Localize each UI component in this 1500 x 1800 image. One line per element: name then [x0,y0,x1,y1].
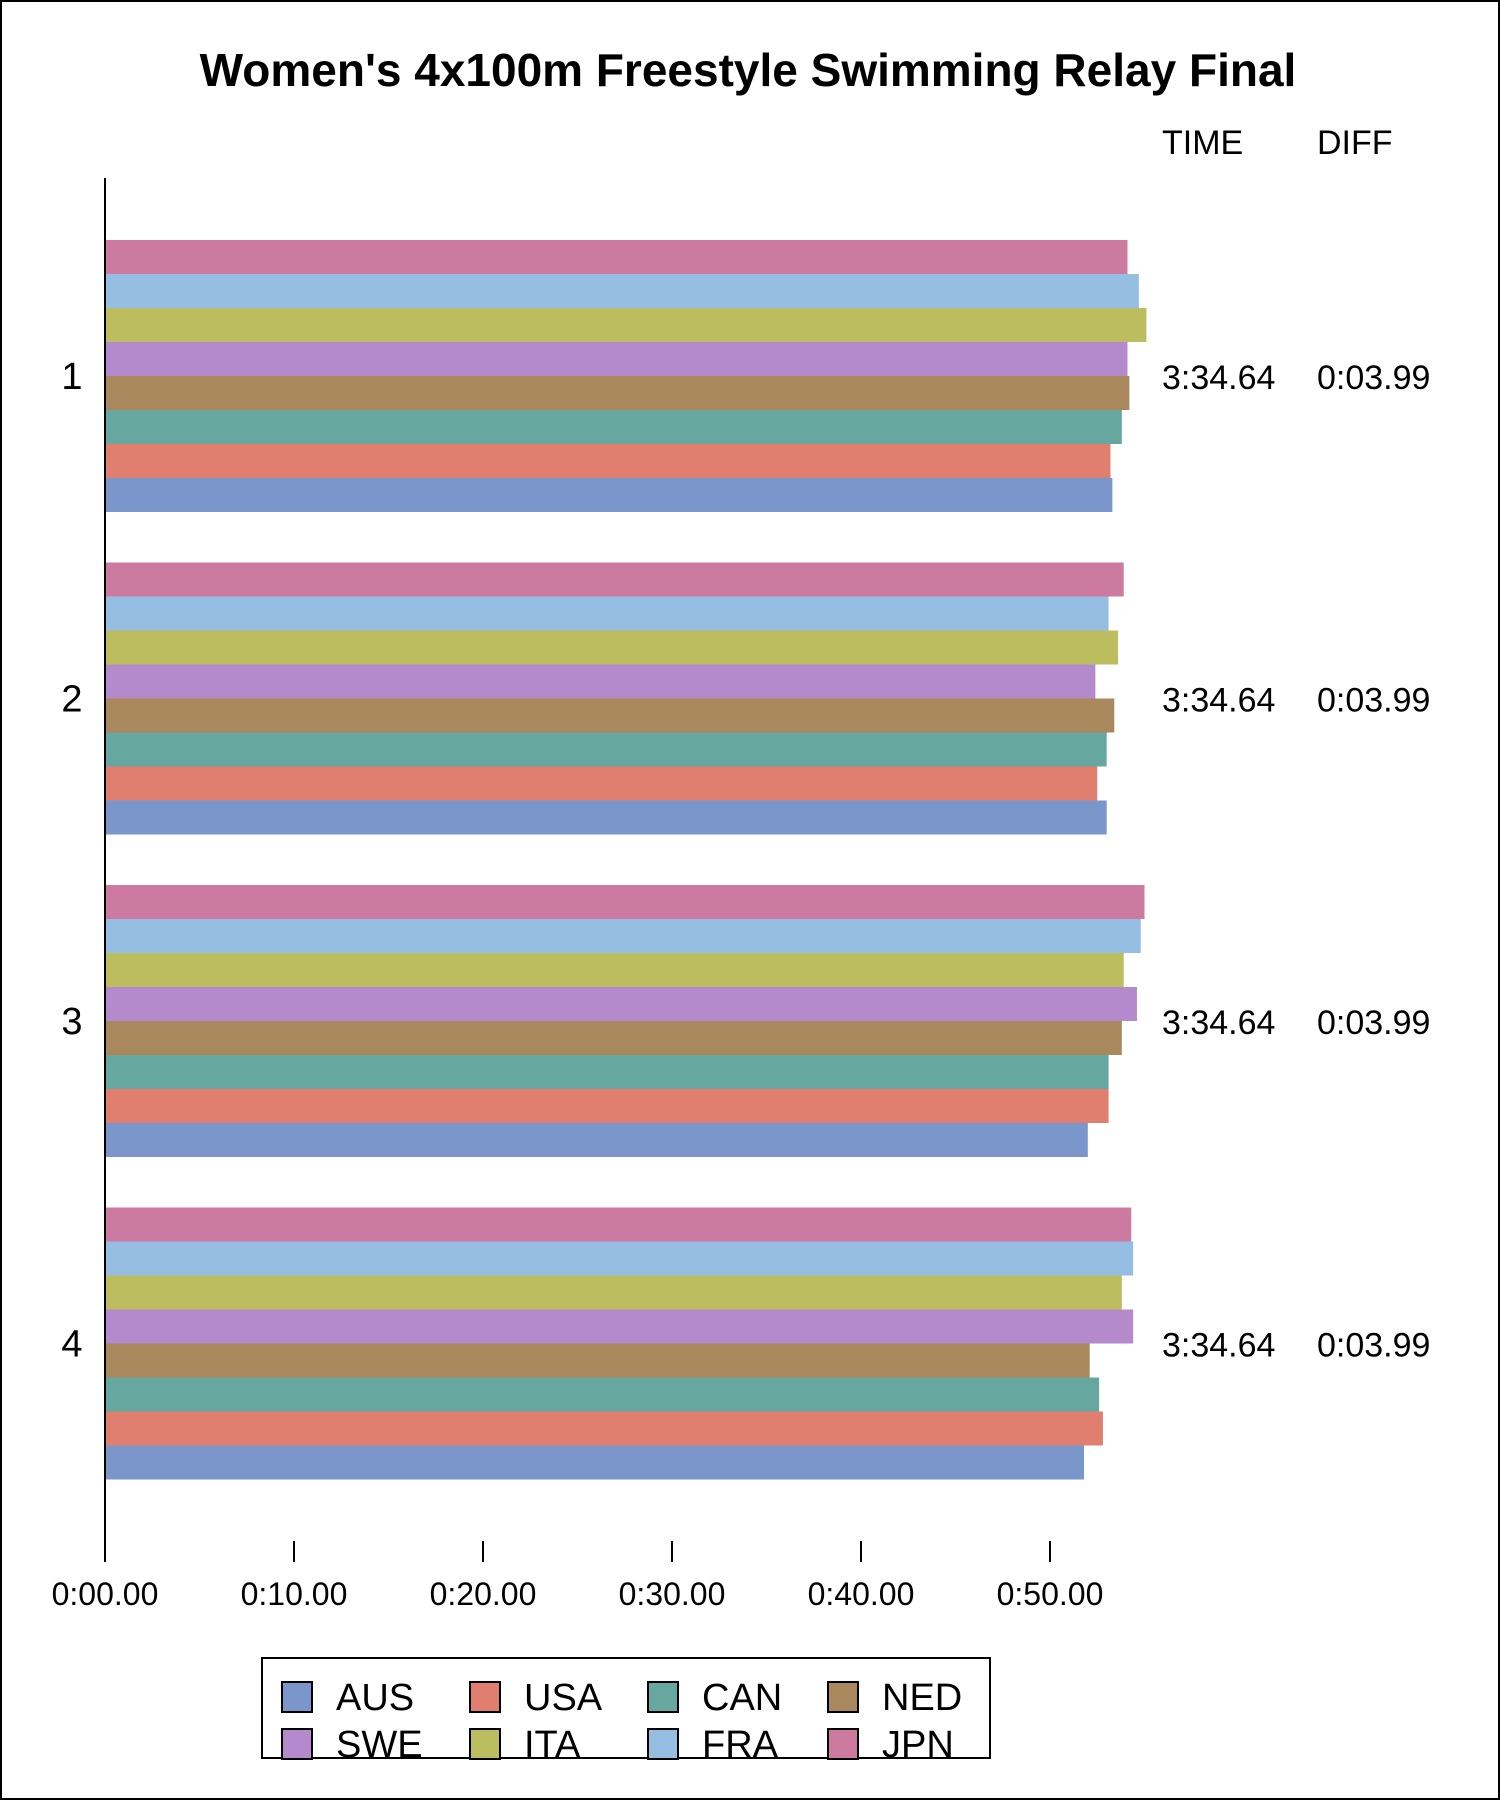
time-value-3: 3:34.64 [1162,1004,1275,1042]
bar-ita-4 [105,1275,1122,1310]
bar-jpn-1 [105,240,1128,274]
bar-usa-3 [105,1089,1109,1123]
bar-ned-4 [105,1343,1090,1378]
x-tick-label: 0:40.00 [808,1576,915,1612]
legend-label-fra: FRA [702,1724,779,1766]
legend-swatch-ned [827,1681,859,1713]
legend-swatch-aus [281,1681,313,1713]
diff-value-2: 0:03.99 [1317,682,1430,720]
legend-label-ita: ITA [524,1724,581,1766]
bar-aus-2 [105,800,1107,835]
bars-layer: 1 2 3 4 [61,240,1147,1480]
bar-aus-4 [105,1445,1085,1480]
legend-label-usa: USA [524,1677,603,1719]
y-tick-label-3: 3 [61,1001,82,1043]
x-tick-label: 0:20.00 [430,1576,537,1612]
bar-fra-2 [105,596,1109,631]
bar-fra-4 [105,1241,1134,1276]
bar-aus-3 [105,1123,1088,1157]
diff-column-header: DIFF [1317,124,1393,162]
bar-ita-1 [105,308,1147,342]
bar-swe-2 [105,664,1096,699]
bar-usa-4 [105,1411,1103,1446]
bar-ned-1 [105,376,1130,410]
legend-label-ned: NED [882,1677,962,1719]
results-table: 3:34.64 0:03.99 3:34.64 0:03.99 3:34.64 0:03.… [1162,359,1430,1365]
x-tick-label: 0:30.00 [619,1576,726,1612]
legend-label-can: CAN [702,1677,782,1719]
bar-ita-2 [105,630,1119,665]
bar-fra-3 [105,919,1141,953]
x-tick-label: 0:10.00 [241,1576,348,1612]
legend-swatch-jpn [827,1728,859,1760]
bar-ned-3 [105,1021,1122,1055]
bar-jpn-4 [105,1207,1132,1242]
y-tick-label-2: 2 [61,679,82,721]
bar-can-1 [105,410,1122,444]
bar-ned-2 [105,698,1115,733]
y-tick-label-4: 4 [61,1324,82,1366]
diff-value-3: 0:03.99 [1317,1004,1430,1042]
time-value-1: 3:34.64 [1162,359,1275,397]
legend-swatch-ita [469,1728,501,1760]
x-tick-label: 0:50.00 [997,1576,1104,1612]
bar-jpn-3 [105,885,1145,919]
bar-swe-4 [105,1309,1134,1344]
legend-label-swe: SWE [336,1724,423,1766]
legend-swatch-can [647,1681,679,1713]
diff-value-4: 0:03.99 [1317,1327,1430,1365]
time-value-4: 3:34.64 [1162,1327,1275,1365]
bar-can-3 [105,1055,1109,1089]
legend-label-aus: AUS [336,1677,414,1719]
bar-usa-2 [105,766,1098,801]
bar-can-2 [105,732,1107,767]
bar-usa-1 [105,444,1111,478]
diff-value-1: 0:03.99 [1317,359,1430,397]
chart-title: Women's 4x100m Freestyle Swimming Relay … [200,44,1297,96]
legend-label-jpn: JPN [882,1724,954,1766]
legend: AUS USA CAN NED SWE ITA FRA JPN [261,1657,991,1766]
time-value-2: 3:34.64 [1162,682,1275,720]
x-tick-label: 0:00.00 [52,1576,159,1612]
bar-swe-1 [105,342,1128,376]
time-column-header: TIME [1162,124,1243,162]
legend-swatch-usa [469,1681,501,1713]
bar-aus-1 [105,478,1113,512]
bar-swe-3 [105,987,1137,1021]
legend-swatch-fra [647,1728,679,1760]
bar-jpn-2 [105,562,1124,597]
bar-ita-3 [105,953,1124,987]
bar-can-4 [105,1377,1100,1412]
bar-fra-1 [105,274,1139,308]
legend-frame [261,1657,991,1759]
legend-swatch-swe [281,1728,313,1760]
y-tick-label-1: 1 [61,356,82,398]
x-axis: 0:00.00 0:10.00 0:20.00 0:30.00 0:40.00 0:50.… [52,178,1104,1612]
